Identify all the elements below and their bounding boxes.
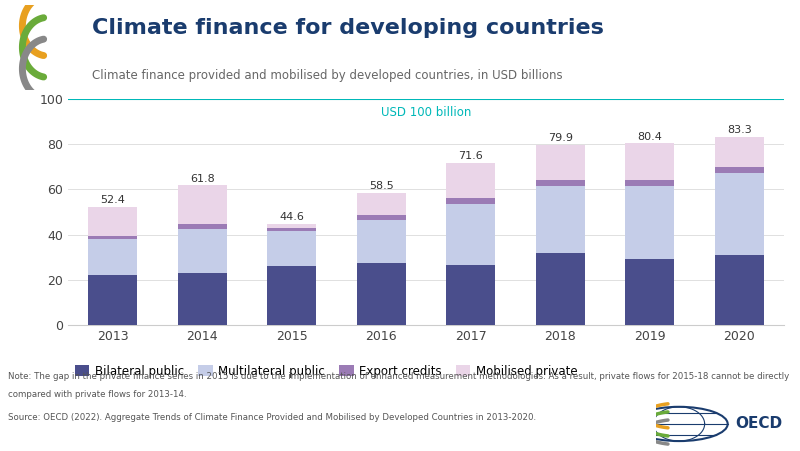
Bar xyxy=(625,186,674,259)
Bar xyxy=(536,144,585,180)
Text: 83.3: 83.3 xyxy=(727,125,752,135)
Bar xyxy=(357,216,406,220)
Bar xyxy=(446,265,495,325)
Legend: Bilateral public, Multilateral public, Export credits, Mobilised private: Bilateral public, Multilateral public, E… xyxy=(70,360,582,382)
Text: 79.9: 79.9 xyxy=(548,133,573,143)
Text: Note: The gap in the private finance series in 2015 is due to the implementation: Note: The gap in the private finance ser… xyxy=(8,372,790,381)
Bar xyxy=(178,229,227,273)
Bar xyxy=(714,255,764,325)
Bar xyxy=(625,259,674,325)
Bar xyxy=(88,207,138,235)
Bar xyxy=(267,224,316,228)
Bar xyxy=(536,180,585,186)
Bar xyxy=(536,253,585,325)
Bar xyxy=(536,186,585,253)
Text: Climate finance provided and mobilised by developed countries, in USD billions: Climate finance provided and mobilised b… xyxy=(92,69,562,83)
Text: 80.4: 80.4 xyxy=(638,132,662,142)
Bar xyxy=(88,239,138,275)
Bar xyxy=(267,266,316,325)
Bar xyxy=(267,228,316,231)
Bar xyxy=(178,273,227,325)
Bar xyxy=(714,137,764,167)
Text: USD 100 billion: USD 100 billion xyxy=(381,106,471,119)
Bar xyxy=(357,193,406,216)
Bar xyxy=(446,204,495,265)
Bar xyxy=(178,185,227,225)
Bar xyxy=(625,180,674,186)
Text: 71.6: 71.6 xyxy=(458,152,483,161)
Text: Source: OECD (2022). Aggregate Trends of Climate Finance Provided and Mobilised : Source: OECD (2022). Aggregate Trends of… xyxy=(8,413,536,422)
Bar xyxy=(357,262,406,325)
Bar xyxy=(357,220,406,262)
Bar xyxy=(714,167,764,172)
Text: 61.8: 61.8 xyxy=(190,174,214,184)
Bar xyxy=(178,225,227,229)
Bar xyxy=(625,143,674,180)
Bar xyxy=(714,172,764,255)
Text: 58.5: 58.5 xyxy=(369,181,394,191)
Text: OECD: OECD xyxy=(735,416,782,432)
Text: compared with private flows for 2013-14.: compared with private flows for 2013-14. xyxy=(8,390,186,399)
Text: 44.6: 44.6 xyxy=(279,212,304,222)
Bar xyxy=(88,275,138,325)
Bar xyxy=(88,235,138,239)
Bar xyxy=(267,231,316,266)
Text: Climate finance for developing countries: Climate finance for developing countries xyxy=(92,18,604,38)
Text: 52.4: 52.4 xyxy=(100,195,125,205)
Bar xyxy=(446,198,495,204)
Bar xyxy=(446,163,495,198)
